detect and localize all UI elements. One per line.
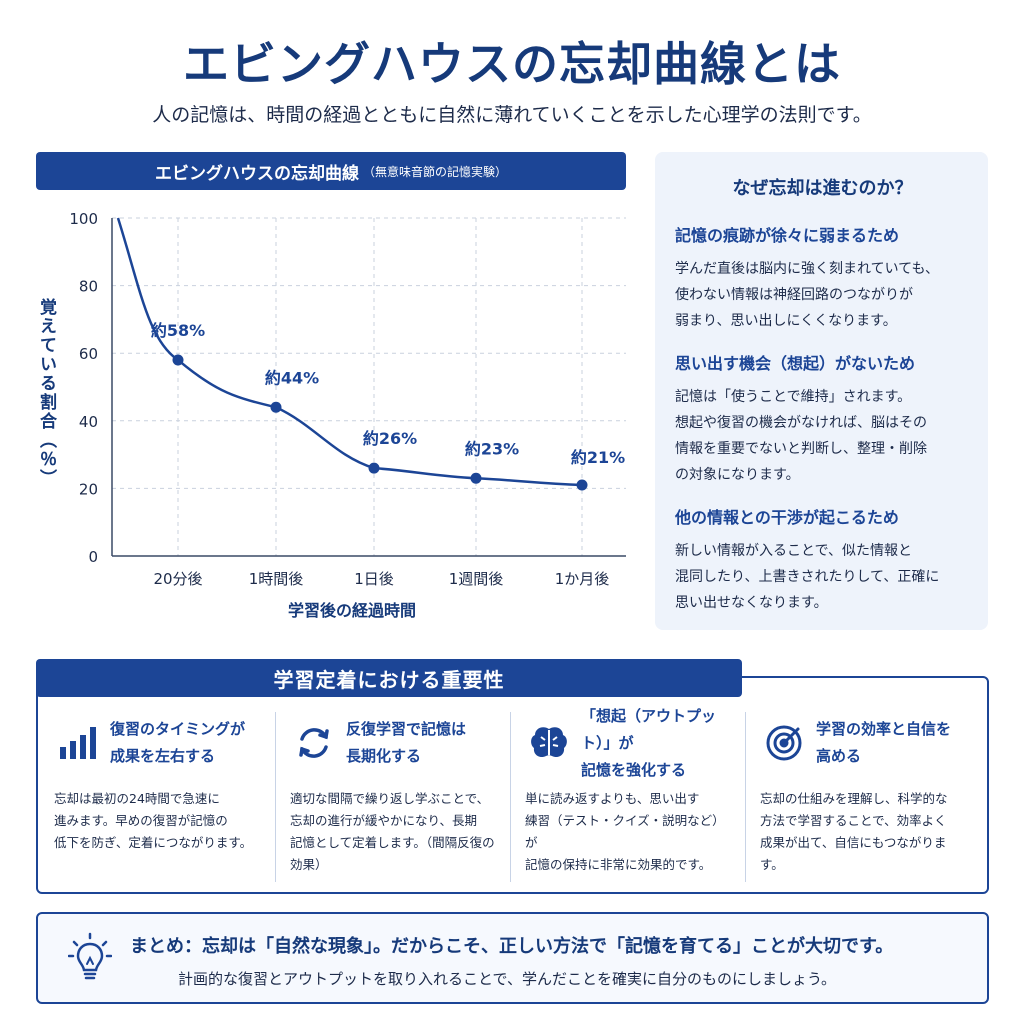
reason-body-3: 新しい情報が入ることで、似た情報と 混同したり、上書きされたりして、正確に 思い… (675, 543, 940, 611)
data-point (576, 479, 588, 491)
importance-heading: 学習定着における重要性 (36, 659, 742, 697)
y-tick-label: 100 (69, 210, 98, 228)
reason-title-2: 思い出す機会（想起）がないため (675, 354, 916, 373)
refresh-icon (290, 719, 338, 767)
reason-body-1: 学んだ直後は脳内に強く刻まれていても、 使わない情報は神経回路のつながりが 弱ま… (675, 261, 940, 329)
data-point (470, 472, 482, 484)
reason-title-3: 他の情報との干渉が起こるため (675, 508, 899, 527)
importance-card-title-4: 学習の効率と自信を 高める (816, 720, 952, 765)
series-line (116, 217, 583, 487)
summary-line-1: まとめ：忘却は「自然な現象」。だからこそ、正しい方法で「記憶を育てる」ことが大切… (130, 936, 894, 957)
y-tick-label: 20 (79, 480, 98, 498)
data-label: 約44% (265, 368, 319, 387)
reason-title-1: 記憶の痕跡が徐々に弱まるため (675, 226, 900, 245)
reason-body-2: 記憶は「使うことで維持」されます。 想起や復習の機会がなければ、脳はその 情報を… (675, 389, 927, 483)
chart-heading-text: エビングハウスの忘却曲線 (154, 163, 359, 184)
data-point (172, 354, 184, 366)
data-label: 約58% (151, 321, 205, 340)
target-icon (760, 719, 808, 767)
reasons-heading: なぜ忘却は進むのか？ (732, 178, 913, 199)
importance-card-1: 復習のタイミングが 成果を左右する 忘却は最初の24時間で急速に 進みます。早め… (40, 712, 275, 882)
y-tick-label: 40 (79, 413, 98, 431)
importance-card-body-2: 適切な間隔で繰り返し学ぶことで、 忘却の進行が緩やかになり、長期 記憶として定着… (290, 791, 495, 872)
importance-card-title-3: 「想起（アウトプット）」が 記憶を強化する (581, 706, 717, 779)
x-tick-label: 1週間後 (449, 570, 504, 588)
importance-card-4: 学習の効率と自信を 高める 忘却の仕組みを理解し、科学的な 方法で学習することで… (745, 712, 980, 882)
importance-card-3: 「想起（アウトプット）」が 記憶を強化する 単に読み返すよりも、思い出す 練習（… (510, 707, 745, 882)
x-tick-label: 1時間後 (249, 570, 304, 588)
data-point (368, 462, 380, 474)
y-tick-label: 80 (79, 278, 98, 296)
importance-card-body-4: 忘却の仕組みを理解し、科学的な 方法で学習することで、効率よく 成果が出て、自信… (760, 791, 948, 872)
chart-heading: エビングハウスの忘却曲線 （無意味音節の記憶実験） (36, 152, 626, 190)
x-tick-label: 1か月後 (555, 570, 610, 588)
data-point (270, 401, 282, 413)
x-tick-label: 20分後 (153, 570, 202, 588)
data-label: 約26% (363, 429, 417, 448)
chart-heading-note: （無意味音節の記憶実験） (362, 164, 507, 179)
data-label: 約23% (465, 439, 519, 458)
summary-line-2: 計画的な復習とアウトプットを取り入れることで、学んだことを確実に自分のものにしま… (178, 970, 837, 988)
x-axis-label: 学習後の経過時間 (288, 601, 416, 620)
y-tick-label: 60 (79, 345, 98, 363)
importance-card-title-2: 反復学習で記憶は 長期化する (346, 720, 467, 765)
page-subtitle: 人の記憶は、時間の経過とともに自然に薄れていくことを示した心理学の法則です。 (152, 104, 872, 126)
importance-card-title-1: 復習のタイミングが 成果を左右する (110, 720, 246, 765)
y-axis-label: 覚えている割合（％） (36, 297, 57, 488)
lightbulb-icon (67, 932, 113, 988)
importance-card-body-1: 忘却は最初の24時間で急速に 進みます。早めの復習が記憶の 低下を防ぎ、定着につ… (54, 791, 253, 850)
page-title: エビングハウスの忘却曲線とは (183, 37, 841, 91)
bar-chart-icon (54, 719, 102, 767)
x-tick-label: 1日後 (354, 570, 394, 588)
brain-icon (525, 719, 573, 767)
y-tick-label: 0 (88, 548, 98, 566)
reasons-panel: なぜ忘却は進むのか？ 記憶の痕跡が徐々に弱まるため 学んだ直後は脳内に強く刻まれ… (655, 152, 988, 630)
data-label: 約21% (571, 448, 625, 467)
importance-card-2: 反復学習で記憶は 長期化する 適切な間隔で繰り返し学ぶことで、 忘却の進行が緩や… (275, 712, 510, 882)
importance-card-body-3: 単に読み返すよりも、思い出す 練習（テスト・クイズ・説明など）が 記憶の保持に非… (525, 791, 725, 872)
summary-box: まとめ：忘却は「自然な現象」。だからこそ、正しい方法で「記憶を育てる」ことが大切… (36, 912, 989, 1004)
